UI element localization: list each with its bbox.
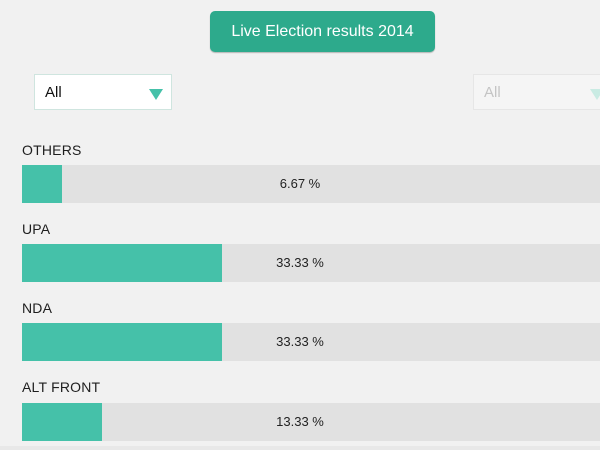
result-value-nda: 33.33 % [276, 334, 324, 349]
result-bar-fill [22, 403, 102, 441]
filter-select-right-value: All [484, 84, 501, 101]
result-value-alt-front: 13.33 % [276, 414, 324, 429]
filter-select-right[interactable]: All [473, 74, 600, 110]
result-bar-nda [22, 323, 600, 361]
live-election-results-button[interactable]: Live Election results 2014 [210, 11, 435, 52]
filter-select-left[interactable]: All [34, 74, 172, 110]
result-bar-upa [22, 244, 600, 282]
dropdown-arrow-icon [149, 89, 163, 100]
dropdown-arrow-icon [590, 89, 600, 100]
result-bar-alt-front [22, 403, 600, 441]
result-value-upa: 33.33 % [276, 255, 324, 270]
result-bar-fill [22, 165, 62, 203]
filter-select-left-value: All [45, 84, 62, 101]
result-bar-fill [22, 323, 222, 361]
result-label-upa: UPA [22, 221, 51, 237]
result-value-others: 6.67 % [279, 176, 321, 191]
result-label-nda: NDA [22, 300, 53, 316]
result-bar-fill [22, 244, 222, 282]
result-bar-others [22, 165, 600, 203]
result-label-others: OTHERS [22, 142, 82, 158]
bottom-divider [0, 446, 600, 450]
result-label-alt-front: ALT FRONT [22, 379, 101, 395]
